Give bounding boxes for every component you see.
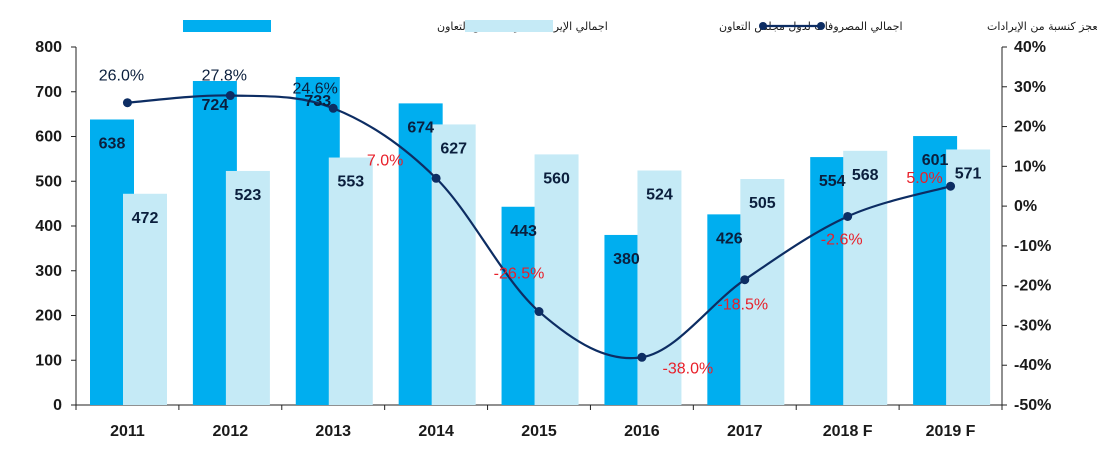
expense-bar <box>225 170 270 405</box>
x-tick-label: 2018 F <box>823 423 873 440</box>
x-tick-label: 2013 <box>315 423 351 440</box>
surplus-deficit-label: 7.0% <box>367 152 403 169</box>
legend-item: الفائض/العجز كنسبة من الإيرادات <box>759 20 1097 33</box>
surplus-deficit-point <box>740 275 750 285</box>
surplus-deficit-point <box>946 181 956 191</box>
surplus-deficit-label: -18.5% <box>717 297 768 314</box>
surplus-deficit-point <box>225 91 235 101</box>
expense-bar <box>740 179 785 405</box>
surplus-deficit-point <box>637 352 647 362</box>
expense-bar <box>431 124 476 405</box>
legend-marker <box>759 22 767 30</box>
y-left-tick-label: 300 <box>35 263 62 280</box>
surplus-deficit-label: -2.6% <box>821 231 863 248</box>
x-tick-label: 2017 <box>727 423 763 440</box>
y-left-tick-label: 200 <box>35 308 62 325</box>
surplus-deficit-point <box>534 307 544 317</box>
y-right-tick-label: -40% <box>1014 357 1051 374</box>
revenue-value-label: 443 <box>510 223 537 240</box>
x-tick-label: 2015 <box>521 423 557 440</box>
y-right-tick-label: -30% <box>1014 317 1051 334</box>
expense-bar <box>123 193 167 405</box>
revenue-value-label: 554 <box>819 173 846 190</box>
x-tick-label: 2019 F <box>926 423 976 440</box>
y-right-tick-label: 0% <box>1014 198 1037 215</box>
y-right-tick-label: 10% <box>1014 158 1046 175</box>
data-labels: 638 472 724 523 733 553 674 627 443 560 380 524 426 5… <box>99 68 982 378</box>
surplus-deficit-label: 27.8% <box>202 68 247 85</box>
y-left-tick-label: 600 <box>35 129 62 146</box>
expense-value-label: 568 <box>852 167 879 184</box>
x-tick-label: 2016 <box>624 423 660 440</box>
y-right-tick-label: 40% <box>1014 39 1046 56</box>
revenue-value-label: 380 <box>613 251 640 268</box>
surplus-deficit-label: 26.0% <box>99 68 144 85</box>
revenue-value-label: 601 <box>922 152 949 169</box>
revenue-value-label: 724 <box>202 97 229 114</box>
expense-bar <box>843 150 888 405</box>
y-left-tick-label: 400 <box>35 218 62 235</box>
y-right-tick-label: -10% <box>1014 238 1051 255</box>
legend-label: الفائض/العجز كنسبة من الإيرادات <box>987 20 1097 33</box>
expense-bar <box>946 149 991 405</box>
expense-value-label: 472 <box>132 210 159 227</box>
expense-value-label: 627 <box>440 140 467 157</box>
surplus-deficit-point <box>431 173 441 183</box>
expense-value-label: 523 <box>235 187 262 204</box>
expense-value-label: 560 <box>543 170 570 187</box>
bars <box>90 76 991 406</box>
surplus-deficit-point <box>328 103 338 113</box>
revenue-value-label: 638 <box>99 135 126 152</box>
y-right-tick-label: 20% <box>1014 119 1046 136</box>
x-tick-label: 2014 <box>418 423 454 440</box>
surplus-deficit-label: 5.0% <box>906 170 942 187</box>
expense-value-label: 571 <box>955 165 982 182</box>
expense-bar <box>328 157 373 405</box>
expense-bar <box>637 170 682 405</box>
surplus-deficit-point <box>843 211 853 221</box>
legend-marker <box>817 22 825 30</box>
expense-value-label: 505 <box>749 195 776 212</box>
legend-swatch <box>465 20 553 32</box>
surplus-deficit-label: -38.0% <box>663 360 714 377</box>
revenue-value-label: 674 <box>407 119 434 136</box>
line-series <box>122 91 956 362</box>
legend-item: اجمالي المصروفات لدول مجلس التعاون <box>465 20 903 33</box>
surplus-deficit-point <box>122 98 132 108</box>
y-right-tick-label: 30% <box>1014 79 1046 96</box>
x-tick-label: 2012 <box>213 423 249 440</box>
y-right-tick-label: -20% <box>1014 278 1051 295</box>
surplus-deficit-label: -26.5% <box>494 266 545 283</box>
expense-bar <box>534 154 579 405</box>
y-left-tick-label: 500 <box>35 173 62 190</box>
revenue-value-label: 733 <box>304 93 331 110</box>
y-right-tick-label: -50% <box>1014 397 1051 414</box>
legend: اجمالي الإيرادات لدول مجلس التعاوناجمالي… <box>183 20 1097 33</box>
y-left-tick-label: 0 <box>53 397 62 414</box>
revenue-value-label: 426 <box>716 230 743 247</box>
legend-swatch <box>183 20 271 32</box>
expense-value-label: 553 <box>337 174 364 191</box>
expense-value-label: 524 <box>646 187 673 204</box>
x-tick-label: 2011 <box>110 423 145 440</box>
surplus-deficit-label: 24.6% <box>293 80 338 97</box>
y-left-tick-label: 700 <box>35 84 62 101</box>
y-left-tick-label: 800 <box>35 39 62 56</box>
y-left-tick-label: 100 <box>35 352 62 369</box>
